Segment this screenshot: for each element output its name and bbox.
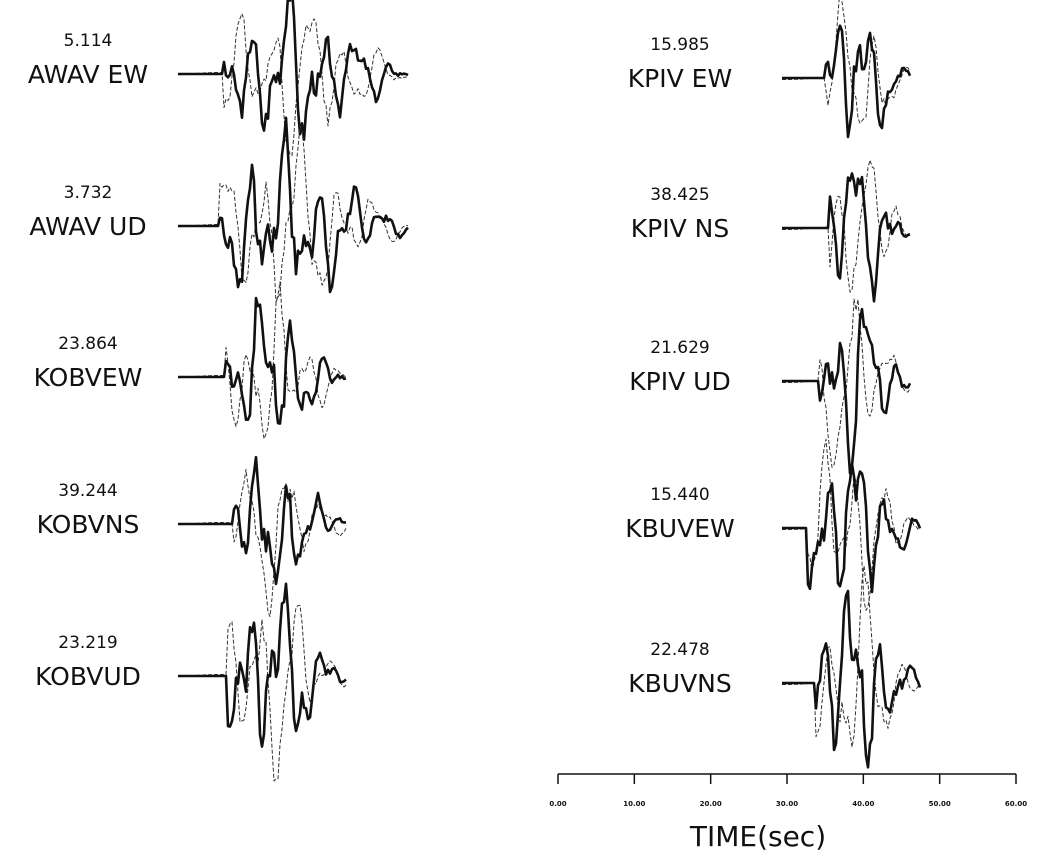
peak-amplitude-label: 38.425 [650, 185, 709, 205]
waveform-panel: 15.440 KBUVEW [625, 438, 922, 611]
peak-amplitude-label: 5.114 [64, 31, 113, 51]
synthetic-waveform [782, 565, 921, 748]
station-component-label: AWAV EW [28, 60, 148, 89]
time-axis-tick-label: 40.00 [852, 800, 874, 808]
waveform-panel: 5.114 AWAV EW [28, 0, 409, 157]
station-component-label: KPIV NS [631, 214, 729, 243]
time-axis-tick-label: 10.00 [623, 800, 645, 808]
waveform-panel: 21.629 KPIV UD [629, 298, 912, 475]
synthetic-waveform [177, 13, 409, 157]
time-axis-tick-label: 30.00 [776, 800, 798, 808]
synthetic-waveform [177, 281, 347, 440]
observed-waveform [782, 307, 912, 475]
station-component-label: AWAV UD [29, 212, 146, 241]
observed-waveform [178, 296, 347, 425]
waveform-panel: 38.425 KPIV NS [631, 159, 911, 303]
station-component-label: KPIV EW [628, 64, 732, 93]
observed-waveform [782, 24, 912, 139]
time-axis-ticks: 0.00 10.00 20.00 30.00 40.00 50.00 60.00 [549, 774, 1027, 808]
observed-waveform [178, 0, 409, 141]
time-axis-tick-label: 20.00 [700, 800, 722, 808]
synthetic-waveform [177, 125, 409, 303]
waveform-panels: 5.114 AWAV EW 3.732 AWAV UD 23.864 KOBVEW 39.2… [28, 0, 922, 782]
observed-waveform [178, 116, 409, 294]
observed-waveform [782, 589, 922, 769]
waveform-panel: 15.985 KPIV EW [628, 0, 912, 139]
observed-waveform [782, 172, 911, 303]
station-component-label: KOBVUD [35, 662, 141, 691]
time-axis: 0.00 10.00 20.00 30.00 40.00 50.00 60.00 TIME(… [549, 773, 1027, 853]
time-axis-tick-label: 50.00 [929, 800, 951, 808]
peak-amplitude-label: 3.732 [64, 183, 113, 203]
station-component-label: KOBVNS [37, 510, 140, 539]
peak-amplitude-label: 21.629 [650, 338, 709, 358]
waveform-panel: 23.864 KOBVEW [34, 281, 347, 440]
synthetic-waveform [782, 438, 921, 611]
station-component-label: KBUVEW [625, 514, 734, 543]
peak-amplitude-label: 15.985 [650, 35, 709, 55]
waveform-panel: 22.478 KBUVNS [628, 565, 922, 769]
peak-amplitude-label: 23.864 [58, 334, 117, 354]
waveform-panel: 23.219 KOBVUD [35, 582, 347, 782]
waveform-panel: 39.244 KOBVNS [37, 455, 347, 617]
synthetic-waveform [177, 469, 347, 617]
observed-waveform [178, 455, 346, 586]
station-component-label: KBUVNS [628, 669, 732, 698]
observed-waveform [178, 582, 347, 748]
observed-waveform [782, 462, 922, 594]
peak-amplitude-label: 15.440 [650, 485, 709, 505]
station-component-label: KOBVEW [34, 363, 143, 392]
time-axis-title: TIME(sec) [689, 820, 826, 853]
synthetic-waveform [177, 604, 347, 782]
time-axis-tick-label: 0.00 [549, 800, 566, 808]
peak-amplitude-label: 23.219 [58, 633, 117, 653]
peak-amplitude-label: 39.244 [58, 481, 117, 501]
time-axis-tick-label: 60.00 [1005, 800, 1027, 808]
station-component-label: KPIV UD [629, 367, 730, 396]
peak-amplitude-label: 22.478 [650, 640, 709, 660]
waveform-panel: 3.732 AWAV UD [29, 116, 409, 303]
